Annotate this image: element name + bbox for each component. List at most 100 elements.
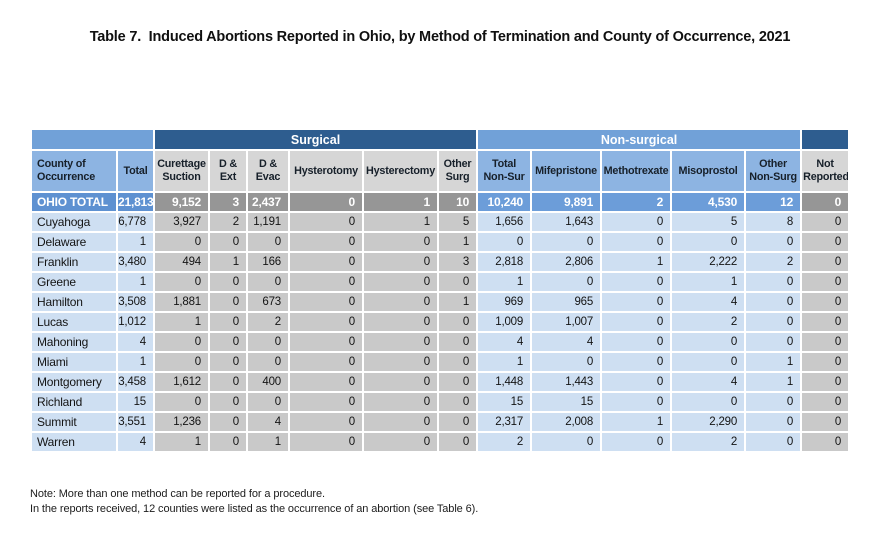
value-cell: 0 <box>208 311 248 333</box>
footnote-line: Note: More than one method can be report… <box>30 488 325 500</box>
value-cell: 4,530 <box>670 191 747 213</box>
value-cell: 0 <box>530 231 603 253</box>
value-cell: 0 <box>800 211 851 233</box>
value-cell: 0 <box>362 311 439 333</box>
col-header-total-non-sur: Total Non-Sur <box>476 149 533 193</box>
value-cell: 1 <box>362 191 439 213</box>
value-cell: 0 <box>288 211 364 233</box>
value-cell: 1 <box>362 211 439 233</box>
value-cell: 8 <box>744 211 803 233</box>
footnote-line: In the reports received, 12 counties wer… <box>30 502 479 515</box>
value-cell: 673 <box>246 291 290 313</box>
value-cell: 0 <box>436 351 479 373</box>
value-cell: 2 <box>246 311 290 333</box>
table-row: Miami 1 0 0 0 0 0 0 1 0 0 0 1 0 <box>30 351 851 373</box>
value-cell: 3,458 <box>116 371 155 393</box>
value-cell: 4 <box>670 291 747 313</box>
value-cell: 0 <box>800 251 851 273</box>
value-cell: 0 <box>800 351 851 373</box>
value-cell: 0 <box>744 431 803 453</box>
value-cell: 0 <box>288 251 364 273</box>
value-cell: 0 <box>800 311 851 333</box>
value-cell: 0 <box>208 411 248 433</box>
value-cell: 0 <box>600 331 673 353</box>
value-cell: 1 <box>116 231 155 253</box>
table-row: Franklin 3,480 494 1 166 0 0 3 2,818 2,806 1 2,222 2… <box>30 251 851 273</box>
value-cell: 0 <box>362 331 439 353</box>
table-row: Lucas 1,012 1 0 2 0 0 0 1,009 1,007 0 2 0 0 <box>30 311 851 333</box>
column-header-row: County of Occurrence Total Curettage Suc… <box>30 149 851 193</box>
value-cell: 0 <box>670 231 747 253</box>
table-row: Warren 4 1 0 1 0 0 0 2 0 0 2 0 0 <box>30 431 851 453</box>
value-cell: 1,656 <box>476 211 533 233</box>
value-cell: 1 <box>670 271 747 293</box>
value-cell: 0 <box>800 291 851 313</box>
value-cell: 965 <box>530 291 603 313</box>
value-cell: 0 <box>800 431 851 453</box>
value-cell: 1 <box>436 291 479 313</box>
value-cell: 1,443 <box>530 371 603 393</box>
value-cell: 0 <box>288 271 364 293</box>
value-cell: 2,317 <box>476 411 533 433</box>
value-cell: 1 <box>116 271 155 293</box>
value-cell: 0 <box>153 351 210 373</box>
value-cell: 1,012 <box>116 311 155 333</box>
value-cell: 2,818 <box>476 251 533 273</box>
value-cell: 0 <box>288 391 364 413</box>
table-row: Greene 1 0 0 0 0 0 0 1 0 0 1 0 0 <box>30 271 851 293</box>
col-header-misoprostol: Misoprostol <box>670 149 747 193</box>
col-header-mifepristone: Mifepristone <box>530 149 603 193</box>
value-cell: 0 <box>288 191 364 213</box>
value-cell: 1,191 <box>246 211 290 233</box>
value-cell: 0 <box>744 311 803 333</box>
value-cell: 4 <box>530 331 603 353</box>
value-cell: 5 <box>436 211 479 233</box>
value-cell: 0 <box>600 391 673 413</box>
value-cell: 0 <box>153 331 210 353</box>
value-cell: 0 <box>288 371 364 393</box>
value-cell: 3 <box>208 191 248 213</box>
group-header-nonsurgical: Non-surgical <box>476 128 803 151</box>
value-cell: 0 <box>600 431 673 453</box>
value-cell: 1,236 <box>153 411 210 433</box>
value-cell: 10,240 <box>476 191 533 213</box>
value-cell: 969 <box>476 291 533 313</box>
value-cell: 1,009 <box>476 311 533 333</box>
value-cell: 0 <box>246 231 290 253</box>
value-cell: 21,813 <box>116 191 155 213</box>
col-header-hysterotomy: Hysterotomy <box>288 149 364 193</box>
value-cell: 0 <box>800 391 851 413</box>
table-body: OHIO TOTAL 21,813 9,152 3 2,437 0 1 10 10,240 9,8… <box>30 191 851 453</box>
value-cell: 4 <box>116 431 155 453</box>
value-cell: 1 <box>116 351 155 373</box>
value-cell: 494 <box>153 251 210 273</box>
county-cell: OHIO TOTAL <box>30 191 118 213</box>
value-cell: 0 <box>208 271 248 293</box>
value-cell: 0 <box>436 371 479 393</box>
county-cell: Montgomery <box>30 371 118 393</box>
county-cell: Summit <box>30 411 118 433</box>
value-cell: 3,480 <box>116 251 155 273</box>
value-cell: 2 <box>670 311 747 333</box>
value-cell: 0 <box>208 351 248 373</box>
county-cell: Delaware <box>30 231 118 253</box>
value-cell: 0 <box>600 271 673 293</box>
group-header-row: Surgical Non-surgical <box>30 128 851 151</box>
value-cell: 4 <box>116 331 155 353</box>
value-cell: 0 <box>208 431 248 453</box>
value-cell: 1 <box>153 311 210 333</box>
col-header-other-non-surg: Other Non-Surg <box>744 149 803 193</box>
table-row: Hamilton 3,508 1,881 0 673 0 0 1 969 965 0 4 0 0 <box>30 291 851 313</box>
footnotes: Note: More than one method can be report… <box>30 487 478 517</box>
value-cell: 0 <box>208 391 248 413</box>
value-cell: 0 <box>530 351 603 373</box>
value-cell: 0 <box>288 431 364 453</box>
value-cell: 0 <box>436 331 479 353</box>
county-cell: Franklin <box>30 251 118 273</box>
value-cell: 0 <box>744 271 803 293</box>
value-cell: 0 <box>744 391 803 413</box>
value-cell: 0 <box>744 231 803 253</box>
report-table: Surgical Non-surgical County of Occurren… <box>30 128 851 453</box>
value-cell: 1 <box>600 251 673 273</box>
value-cell: 4 <box>670 371 747 393</box>
